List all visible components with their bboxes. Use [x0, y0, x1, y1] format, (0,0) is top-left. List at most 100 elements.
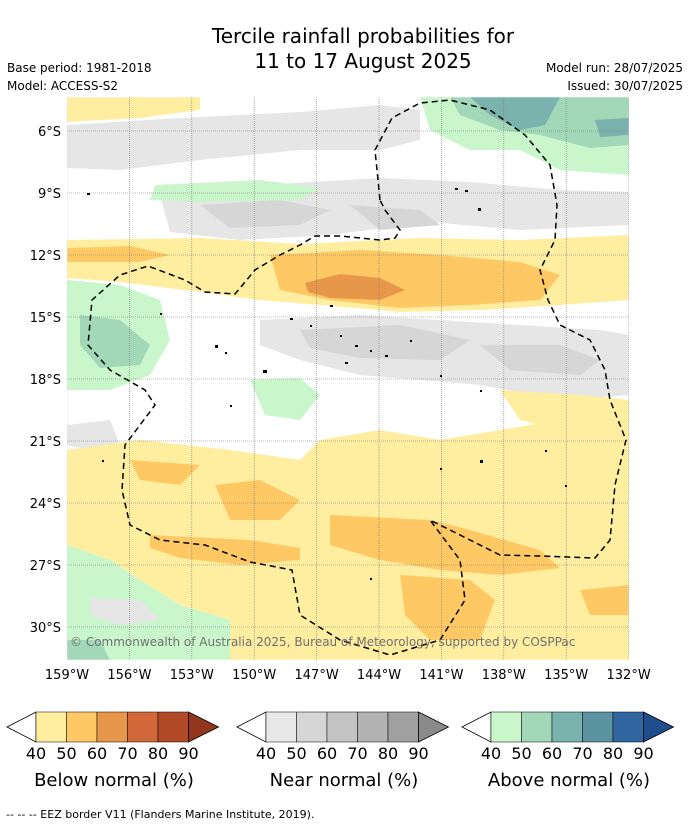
- graticule: [67, 97, 629, 660]
- longitude-label: 153°W: [170, 668, 214, 683]
- island: [480, 460, 483, 463]
- near-normal-region: [300, 325, 470, 360]
- island: [410, 340, 412, 342]
- near-normal-tick-label: 50: [286, 744, 307, 763]
- longitude-label: 141°W: [419, 668, 463, 683]
- below-normal-region: [500, 390, 629, 430]
- below-normal-tick-label: 70: [117, 744, 138, 763]
- island: [455, 188, 458, 190]
- eez-footnote: -- -- -- EEZ border V11 (Flanders Marine…: [6, 808, 315, 821]
- below-normal-swatch: [127, 711, 159, 743]
- legend-below-normal: 40 50 60 70 80 90 Below normal (%): [6, 710, 222, 791]
- islands: [87, 188, 567, 580]
- base-period: Base period: 1981-2018: [7, 61, 152, 75]
- below-normal-above-90-swatch: [188, 711, 220, 743]
- near-normal-region: [67, 420, 120, 450]
- below-normal-swatch: [66, 711, 98, 743]
- copyright-text: © Commonwealth of Australia 2025, Bureau…: [70, 635, 575, 649]
- latitude-label: 21°S: [30, 435, 61, 450]
- eez-borders: [87, 99, 627, 656]
- above-normal-region: [67, 545, 230, 660]
- colorbar-below-normal: [6, 711, 220, 743]
- legend-above-normal: 40 50 60 70 80 90 Above normal (%): [461, 710, 677, 791]
- island: [355, 345, 358, 347]
- below-normal-tick-label: 80: [147, 744, 169, 763]
- island: [160, 313, 162, 315]
- longitude-label: 144°W: [357, 668, 401, 683]
- caption-near-normal: Near normal (%): [269, 770, 419, 791]
- latitude-label: 12°S: [30, 249, 61, 264]
- below-normal-swatch: [35, 711, 67, 743]
- near-normal-tick-label: 40: [255, 744, 277, 763]
- above-normal-swatch: [490, 711, 522, 743]
- latitude-label: 6°S: [38, 125, 61, 140]
- latitude-label: 27°S: [30, 559, 61, 574]
- near-normal-swatch: [265, 711, 297, 743]
- near-normal-swatch: [387, 711, 419, 743]
- near-normal-tick-label: 60: [316, 744, 338, 763]
- below-normal-tick-label: 90: [178, 744, 199, 763]
- near-normal-region: [90, 598, 160, 625]
- model-name: Model: ACCESS-S2: [7, 79, 119, 93]
- island: [545, 450, 547, 452]
- map-title: Tercile rainfall probabilities for 11 to…: [0, 24, 690, 74]
- above-normal-swatch: [582, 711, 614, 743]
- near-normal-swatch: [296, 711, 328, 743]
- near-normal-region: [67, 105, 420, 170]
- island: [263, 370, 267, 373]
- below-normal-region: [330, 515, 560, 575]
- island: [385, 355, 388, 357]
- below-normal-swatch: [96, 711, 128, 743]
- above-normal-swatch: [551, 711, 583, 743]
- above-normal-tick-label: 70: [572, 744, 593, 763]
- near-normal-swatch: [357, 711, 389, 743]
- longitude-label: 132°W: [607, 668, 651, 683]
- model-run: Model run: 28/07/2025: [545, 61, 683, 75]
- island: [440, 375, 442, 377]
- meta-left: Base period: 1981-2018 Model: ACCESS-S2: [7, 59, 152, 95]
- below-normal-region: [215, 480, 300, 520]
- above-normal-above-90-swatch: [643, 711, 675, 743]
- near-normal-region: [480, 345, 600, 375]
- near-normal-region: [350, 205, 440, 230]
- above-normal-tick-label: 80: [602, 744, 624, 763]
- colorbar-above-normal: [461, 711, 675, 743]
- above-normal-below-40-swatch: [461, 711, 492, 743]
- island: [440, 468, 442, 470]
- latitude-label: 15°S: [30, 311, 61, 326]
- island: [370, 350, 372, 352]
- near-normal-swatch: [326, 711, 358, 743]
- longitude-label: 150°W: [232, 668, 276, 683]
- caption-above-normal: Above normal (%): [487, 770, 651, 791]
- below-normal-region: [130, 460, 200, 485]
- below-normal-region: [305, 274, 405, 300]
- island: [290, 318, 293, 320]
- latitude-label: 9°S: [38, 187, 61, 202]
- caption-below-normal: Below normal (%): [34, 770, 194, 791]
- latitude-label: 30°S: [30, 621, 61, 636]
- near-normal-tick-label: 80: [377, 744, 399, 763]
- eez-border-marquesas: [87, 99, 627, 656]
- island: [215, 345, 218, 348]
- above-normal-region: [470, 97, 560, 130]
- island: [310, 325, 312, 327]
- longitude-label: 159°W: [45, 668, 89, 683]
- island: [565, 485, 567, 487]
- above-normal-region: [595, 118, 629, 137]
- above-normal-swatch: [612, 711, 644, 743]
- near-normal-tick-label: 70: [347, 744, 368, 763]
- longitude-label: 156°W: [107, 668, 151, 683]
- below-normal-region: [67, 97, 200, 122]
- below-normal-tick-label: 60: [86, 744, 108, 763]
- below-normal-region: [580, 585, 629, 615]
- near-normal-above-90-swatch: [418, 711, 450, 743]
- below-normal-below-40-swatch: [6, 711, 37, 743]
- above-normal-tick-label: 60: [541, 744, 563, 763]
- above-normal-tick-label: 50: [511, 744, 532, 763]
- forecast-map: © Commonwealth of Australia 2025, Bureau…: [30, 96, 651, 683]
- island: [465, 190, 468, 192]
- island: [225, 352, 227, 354]
- meta-right: Model run: 28/07/2025 Issued: 30/07/2025: [546, 59, 683, 95]
- near-normal-tick-label: 90: [408, 744, 429, 763]
- island: [478, 208, 481, 211]
